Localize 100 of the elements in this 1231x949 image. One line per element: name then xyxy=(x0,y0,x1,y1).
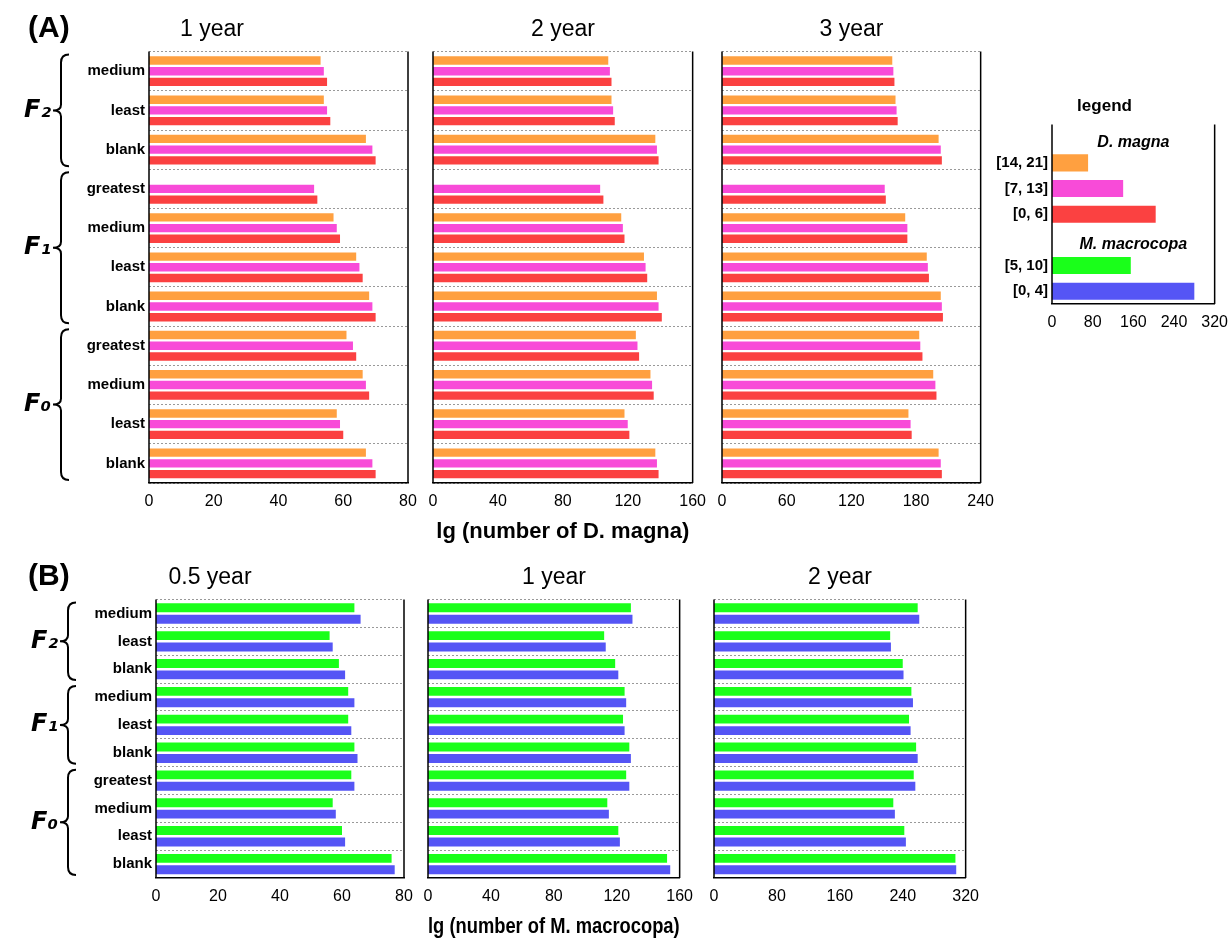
bar xyxy=(714,659,903,668)
y-tick-label: least xyxy=(110,414,145,432)
bar xyxy=(149,67,324,76)
bar xyxy=(433,409,625,418)
bar xyxy=(428,865,671,875)
bar xyxy=(428,770,627,780)
y-tick-label: [7, 13] xyxy=(1004,178,1048,196)
y-tick-label: [5, 10] xyxy=(1004,255,1048,273)
y-tick-label: medium xyxy=(94,687,152,705)
bar xyxy=(433,252,644,261)
bar xyxy=(149,263,360,272)
bar xyxy=(149,409,337,418)
chart-title: 3 year xyxy=(819,15,884,42)
y-tick-label: blank xyxy=(112,742,153,760)
bar xyxy=(156,753,358,763)
bar xyxy=(149,106,328,115)
bar xyxy=(428,826,619,835)
annotation: D. magna xyxy=(1097,132,1170,150)
bar xyxy=(714,753,918,763)
bar xyxy=(722,116,898,126)
bar xyxy=(428,670,619,680)
x-tick-label: 120 xyxy=(614,492,642,510)
text: (B) xyxy=(28,558,70,592)
chart-title: legend xyxy=(1077,95,1132,115)
text: F₁ xyxy=(31,709,58,738)
x-tick-label: 0 xyxy=(717,492,727,510)
bar xyxy=(714,865,957,875)
x-tick-label: 60 xyxy=(777,492,796,510)
bar xyxy=(156,670,346,680)
x-tick-label: 40 xyxy=(482,887,500,905)
x-tick-label: 40 xyxy=(489,492,507,510)
chart-title: 0.5 year xyxy=(168,563,252,590)
x-tick-label: 240 xyxy=(967,492,995,510)
bar xyxy=(428,798,608,808)
bar xyxy=(722,95,896,104)
bar xyxy=(149,156,376,165)
x-tick-label: 0 xyxy=(423,887,433,905)
x-tick-label: 0 xyxy=(144,492,154,510)
bar xyxy=(149,370,363,379)
bar xyxy=(428,714,624,724)
bar xyxy=(433,77,612,87)
bar xyxy=(149,95,324,104)
x-tick-label: 160 xyxy=(826,887,854,905)
bar xyxy=(1052,282,1195,300)
bar xyxy=(722,459,941,468)
y-tick-label: medium xyxy=(87,61,145,79)
y-tick-label: greatest xyxy=(86,179,145,196)
x-axis-title: lg (number of M. macrocopa) xyxy=(428,913,680,938)
bar xyxy=(433,116,615,126)
bar xyxy=(428,853,668,863)
bar xyxy=(433,448,656,457)
bar xyxy=(433,302,659,311)
bar xyxy=(714,714,910,724)
y-tick-label: medium xyxy=(87,218,145,236)
bar xyxy=(722,252,927,261)
bar xyxy=(433,419,628,429)
bar xyxy=(433,459,657,468)
bar xyxy=(428,753,631,763)
bar xyxy=(428,726,625,736)
bar xyxy=(433,380,653,390)
x-tick-label: 0 xyxy=(1047,313,1057,331)
bar xyxy=(156,837,346,847)
bar xyxy=(433,330,636,340)
x-tick-label: 160 xyxy=(1119,313,1147,331)
bar xyxy=(433,67,610,76)
x-tick-label: 40 xyxy=(269,492,288,510)
bar xyxy=(156,826,342,835)
bar xyxy=(149,213,334,222)
bar xyxy=(433,223,623,233)
bar xyxy=(433,263,646,272)
bar xyxy=(149,313,376,322)
bar xyxy=(1052,256,1131,275)
bar xyxy=(1052,180,1124,198)
bar xyxy=(428,686,625,696)
annotation: M. macrocopa xyxy=(1079,235,1188,253)
bar xyxy=(149,134,366,144)
bar xyxy=(433,341,638,350)
y-tick-label: medium xyxy=(87,375,145,393)
bar xyxy=(428,698,627,708)
x-tick-label: 80 xyxy=(399,492,417,510)
x-tick-label: 0 xyxy=(709,887,719,905)
bar xyxy=(433,134,656,144)
bar xyxy=(149,223,337,233)
x-tick-label: 80 xyxy=(553,492,572,510)
bar xyxy=(722,184,885,194)
bar xyxy=(149,273,363,283)
bar xyxy=(722,195,886,204)
bar xyxy=(433,352,640,361)
bar xyxy=(156,642,333,652)
bar xyxy=(428,659,616,668)
y-tick-label: blank xyxy=(105,296,146,314)
bar xyxy=(149,352,357,361)
bar xyxy=(428,781,630,791)
bar xyxy=(714,798,894,808)
x-tick-label: 80 xyxy=(768,887,786,905)
bar xyxy=(714,809,895,819)
bar xyxy=(433,391,654,400)
x-tick-label: 180 xyxy=(902,492,930,510)
y-tick-label: blank xyxy=(112,659,153,677)
bar xyxy=(149,234,341,243)
